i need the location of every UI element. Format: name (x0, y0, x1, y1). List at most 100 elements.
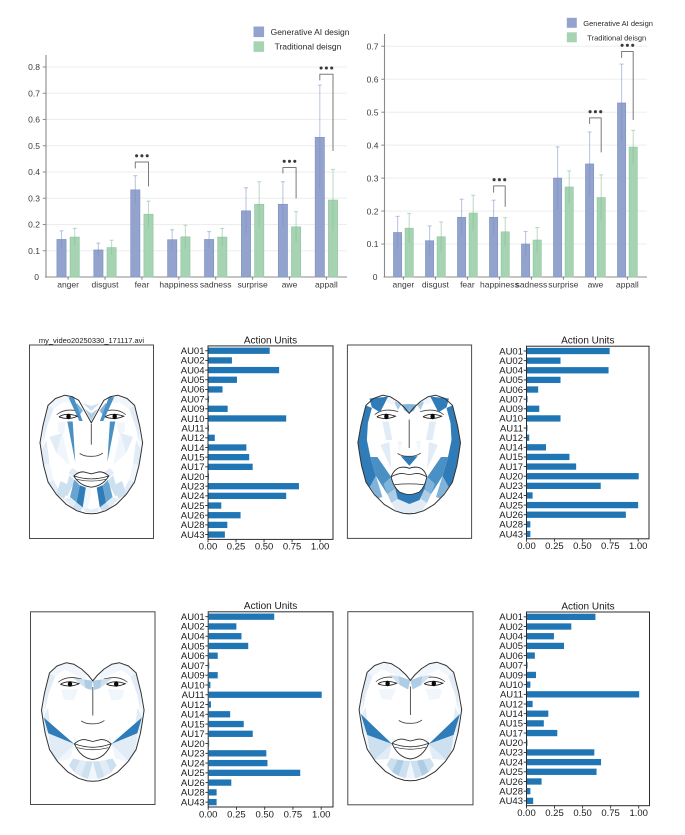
svg-text:0.2: 0.2 (367, 206, 379, 216)
svg-text:sadness: sadness (200, 280, 232, 290)
svg-text:AU07: AU07 (181, 661, 205, 672)
svg-text:Action Units: Action Units (561, 336, 614, 347)
svg-text:AU09: AU09 (499, 404, 523, 415)
svg-text:AU28: AU28 (499, 520, 523, 531)
svg-text:0.6: 0.6 (367, 74, 379, 84)
svg-text:AU15: AU15 (181, 453, 205, 464)
svg-text:0.8: 0.8 (28, 62, 40, 72)
svg-text:Generative AI design: Generative AI design (583, 19, 653, 28)
svg-text:AU06: AU06 (181, 651, 205, 662)
svg-text:AU20: AU20 (499, 738, 523, 749)
svg-text:AU24: AU24 (499, 757, 523, 768)
svg-text:happiness: happiness (159, 280, 198, 290)
svg-text:AU06: AU06 (181, 385, 205, 396)
svg-text:0.75: 0.75 (601, 541, 620, 552)
svg-text:AU20: AU20 (181, 739, 205, 750)
svg-text:AU04: AU04 (499, 632, 523, 643)
svg-text:fear: fear (135, 280, 150, 290)
svg-text:AU43: AU43 (499, 529, 523, 540)
svg-text:surprise: surprise (237, 280, 268, 290)
svg-text:0.7: 0.7 (367, 42, 379, 52)
svg-text:AU17: AU17 (181, 462, 205, 473)
svg-text:0.75: 0.75 (283, 542, 302, 553)
svg-text:Action Units: Action Units (561, 601, 614, 612)
svg-text:0.50: 0.50 (573, 808, 592, 819)
svg-text:0.4: 0.4 (28, 167, 40, 177)
svg-text:AU12: AU12 (181, 433, 205, 444)
svg-text:AU23: AU23 (181, 482, 205, 493)
svg-text:AU24: AU24 (181, 758, 205, 769)
svg-text:AU10: AU10 (181, 414, 205, 425)
svg-text:0.6: 0.6 (28, 115, 40, 125)
svg-text:AU26: AU26 (181, 778, 205, 789)
svg-text:AU14: AU14 (181, 443, 205, 454)
svg-text:AU26: AU26 (499, 777, 523, 788)
svg-text:AU01: AU01 (499, 346, 523, 357)
svg-text:AU02: AU02 (499, 622, 523, 633)
svg-text:AU02: AU02 (181, 622, 205, 633)
svg-text:AU11: AU11 (181, 423, 204, 434)
svg-text:AU06: AU06 (499, 385, 523, 396)
svg-text:AU04: AU04 (181, 632, 205, 643)
svg-text:0.00: 0.00 (517, 541, 536, 552)
svg-text:AU11: AU11 (182, 690, 205, 701)
svg-text:AU17: AU17 (181, 729, 205, 740)
svg-text:AU12: AU12 (499, 433, 523, 444)
svg-text:awe: awe (282, 280, 298, 290)
svg-text:0.5: 0.5 (367, 107, 379, 117)
svg-text:AU17: AU17 (499, 462, 523, 473)
svg-text:AU23: AU23 (499, 748, 523, 759)
svg-text:AU25: AU25 (499, 767, 523, 778)
svg-text:AU07: AU07 (499, 395, 523, 406)
svg-text:AU28: AU28 (499, 787, 523, 798)
svg-text:AU14: AU14 (499, 443, 523, 454)
svg-text:Action Units: Action Units (244, 601, 297, 612)
svg-text:AU28: AU28 (181, 788, 205, 799)
svg-text:0.25: 0.25 (545, 541, 564, 552)
svg-text:happiness: happiness (480, 280, 519, 290)
svg-text:surprise: surprise (548, 280, 579, 290)
svg-text:AU15: AU15 (499, 719, 523, 730)
svg-text:0.75: 0.75 (284, 809, 303, 820)
svg-text:AU10: AU10 (181, 680, 205, 691)
svg-text:AU04: AU04 (181, 365, 205, 376)
svg-text:0.25: 0.25 (545, 808, 564, 819)
svg-text:AU05: AU05 (499, 641, 523, 652)
svg-text:AU17: AU17 (499, 728, 523, 739)
svg-text:AU12: AU12 (181, 700, 205, 711)
svg-text:AU02: AU02 (181, 356, 205, 367)
svg-text:AU05: AU05 (499, 375, 523, 386)
svg-text:0.1: 0.1 (367, 239, 379, 249)
svg-text:0.2: 0.2 (28, 220, 40, 230)
svg-text:AU11: AU11 (500, 423, 523, 434)
svg-text:appall: appall (315, 280, 338, 290)
svg-text:AU20: AU20 (181, 472, 205, 483)
svg-text:0.50: 0.50 (255, 542, 274, 553)
svg-text:0.5: 0.5 (28, 141, 40, 151)
svg-text:AU15: AU15 (181, 719, 205, 730)
svg-text:AU02: AU02 (499, 356, 523, 367)
svg-text:AU07: AU07 (181, 394, 205, 405)
svg-text:AU11: AU11 (500, 690, 523, 701)
svg-text:AU20: AU20 (499, 472, 523, 483)
svg-text:AU01: AU01 (181, 612, 205, 623)
svg-text:AU01: AU01 (499, 612, 523, 623)
svg-text:appall: appall (616, 280, 639, 290)
svg-text:0.75: 0.75 (601, 808, 620, 819)
svg-text:0.50: 0.50 (255, 809, 274, 820)
svg-text:AU07: AU07 (499, 661, 523, 672)
svg-text:1.00: 1.00 (629, 541, 648, 552)
svg-text:AU43: AU43 (181, 530, 205, 541)
svg-text:AU26: AU26 (499, 510, 523, 521)
svg-text:0.25: 0.25 (227, 542, 246, 553)
svg-text:0.3: 0.3 (367, 173, 379, 183)
svg-text:1.00: 1.00 (312, 809, 331, 820)
svg-text:Traditional deisgn: Traditional deisgn (275, 42, 342, 52)
svg-text:AU25: AU25 (499, 500, 523, 511)
svg-text:1.00: 1.00 (629, 808, 648, 819)
svg-text:anger: anger (57, 280, 79, 290)
svg-text:AU43: AU43 (499, 796, 523, 807)
svg-text:Generative AI design: Generative AI design (271, 27, 350, 37)
svg-text:disgust: disgust (92, 280, 120, 290)
svg-text:Traditional deisgn: Traditional deisgn (587, 33, 646, 42)
